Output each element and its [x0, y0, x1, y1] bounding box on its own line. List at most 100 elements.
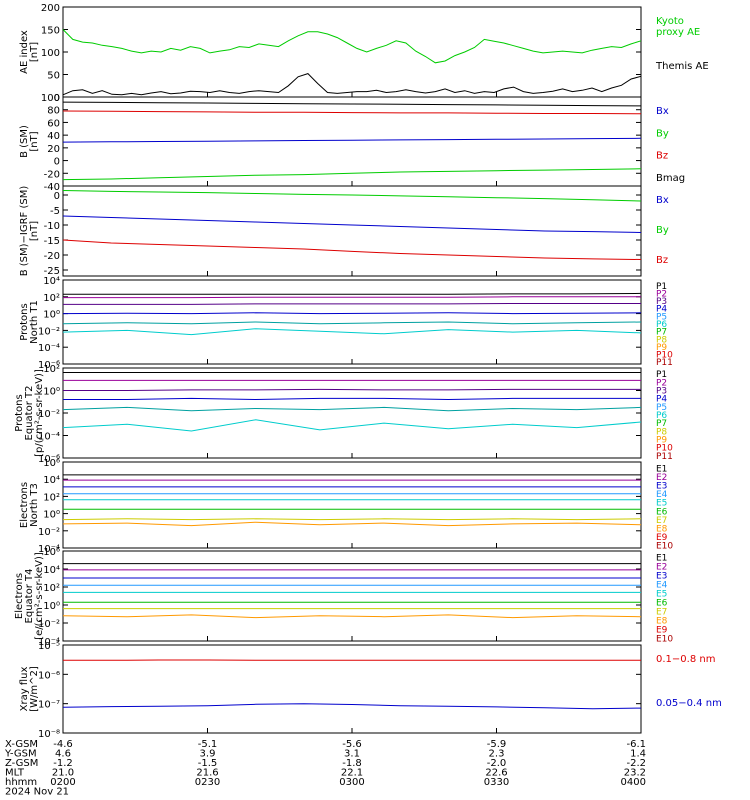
x-tick-label: -2.0 [487, 758, 507, 769]
y-tick-label: 150 [41, 26, 60, 37]
x-tick-label: 4.6 [55, 749, 71, 760]
y-tick-label: 10⁰ [43, 601, 60, 612]
y-tick-label: 10⁻⁶ [38, 670, 60, 681]
x-tick-label: -5.1 [198, 739, 218, 750]
legend-item: E9 [656, 533, 668, 543]
x-tick-label: 0400 [621, 777, 646, 788]
x-tick-label: 1.4 [630, 749, 646, 760]
series-line-bx [62, 137, 642, 143]
x-tick-label: 0200 [50, 777, 75, 788]
panel-5: Protons Equator T2 [p/(cm²-s-sr-keV)] [14, 367, 642, 459]
y-tick-label: 10⁻² [38, 326, 60, 337]
y-tick-label: 10⁻⁵ [38, 641, 60, 652]
legend-item: P4 [656, 305, 667, 315]
panel-3: B (SM)−IGRF (SM) [nT] [19, 185, 642, 277]
x-tick-label: 0300 [339, 777, 364, 788]
legend-item: By [656, 225, 669, 236]
panel-8: Xray flux [W/m^2] [19, 644, 642, 734]
series-line-p3 [63, 303, 641, 305]
y-tick-label: 10⁻⁴ [38, 432, 60, 443]
legend-item: E3 [656, 482, 667, 492]
x-axis-row-label: hhmm [5, 777, 37, 788]
y-tick-label: 10² [43, 293, 60, 304]
legend-item: E2 [656, 473, 667, 483]
legend-item: E8 [656, 525, 668, 535]
panel-frame [62, 279, 642, 365]
series-line-kyoto-proxy-ae [62, 29, 642, 64]
y-tick-label: 10² [43, 583, 60, 594]
y-axis-label: B (SM) [19, 125, 30, 158]
series-line-bmag [62, 101, 642, 107]
y-axis-label: Xray flux [19, 667, 30, 712]
y-tick-label: 100 [41, 93, 60, 104]
series-line-p4 [63, 397, 641, 401]
y-tick-label: 10⁰ [43, 510, 60, 521]
y-tick-label: -20 [44, 169, 60, 180]
y-axis-label: [W/m^2] [29, 666, 40, 712]
y-tick-label: 10⁻⁶ [38, 360, 60, 371]
x-axis-row-label: 2024 Nov 21 [5, 787, 69, 798]
legend-item: P7 [656, 419, 667, 429]
panel-frame [62, 367, 642, 459]
legend-item: Kyoto [656, 16, 684, 27]
x-tick-label: 3.1 [344, 749, 360, 760]
y-tick-label: 10² [43, 364, 60, 375]
legend-item: P2 [656, 289, 667, 299]
y-tick-label: 10⁶ [43, 458, 60, 469]
x-tick-label: 2.3 [489, 749, 505, 760]
series-line-themis-ae [62, 73, 642, 96]
legend-item: E8 [656, 617, 668, 627]
x-tick-label: -5.6 [342, 739, 362, 750]
y-tick-label: 10⁴ [43, 276, 60, 287]
y-tick-label: 0 [54, 191, 60, 202]
legend-item: E7 [656, 608, 667, 618]
legend-item: E5 [656, 499, 667, 509]
x-tick-label: 22.6 [485, 768, 507, 779]
y-tick-label: 80 [47, 106, 60, 117]
x-tick-label: 3.9 [200, 749, 216, 760]
panel-1: AE index [nT] [19, 6, 642, 98]
x-tick-label: -5.9 [487, 739, 507, 750]
legend-item: P8 [656, 335, 667, 345]
legend-item: E4 [656, 581, 668, 591]
series-line-bz [62, 110, 642, 115]
legend-item: proxy AE [656, 27, 700, 38]
legend-item: Bmag [656, 173, 685, 184]
legend-item: P4 [656, 395, 667, 405]
panel-7: Electrons Equator T4 [e/(cm²-s-sr-keV)] [14, 550, 642, 642]
x-tick-label: 0330 [484, 777, 509, 788]
y-tick-label: 20 [47, 144, 60, 155]
legend-item: P11 [656, 452, 673, 462]
y-tick-label: 60 [47, 118, 60, 129]
legend-item: P3 [656, 386, 667, 396]
y-tick-label: 10⁻⁷ [38, 700, 60, 711]
y-tick-label: 40 [47, 131, 60, 142]
legend-item: P9 [656, 343, 667, 353]
y-tick-label: 10⁻⁸ [38, 729, 60, 740]
x-tick-label: -4.6 [53, 739, 73, 750]
y-tick-label: 10² [43, 492, 60, 503]
x-tick-label: -1.8 [342, 758, 362, 769]
legend-item: P11 [656, 358, 673, 368]
y-axis-label: Protons [14, 394, 25, 431]
panel-6: Electrons North T3 [19, 461, 642, 549]
y-axis-label: North T3 [29, 483, 40, 527]
legend-item: P8 [656, 427, 667, 437]
y-axis-label: Electrons [14, 573, 25, 619]
y-tick-label: 10⁻⁴ [38, 544, 60, 555]
y-tick-label: -40 [44, 182, 60, 193]
series-line-p6 [62, 328, 642, 336]
y-axis-label: Equator T4 [24, 569, 35, 624]
series-line-e7 [62, 518, 642, 521]
y-tick-label: 10⁴ [43, 475, 60, 486]
y-axis-label: [p/(cm²-s-sr-keV)] [34, 369, 45, 457]
series-line-p5 [62, 321, 642, 325]
y-tick-label: 10⁻² [38, 619, 60, 630]
y-axis-label: AE index [19, 30, 30, 74]
y-tick-label: 0 [54, 93, 60, 104]
y-tick-label: 10⁻² [38, 527, 60, 538]
series-line-p6 [62, 419, 642, 432]
series-line-e8 [62, 614, 642, 619]
x-tick-label: -2.2 [626, 758, 646, 769]
y-tick-label: -25 [44, 266, 60, 277]
